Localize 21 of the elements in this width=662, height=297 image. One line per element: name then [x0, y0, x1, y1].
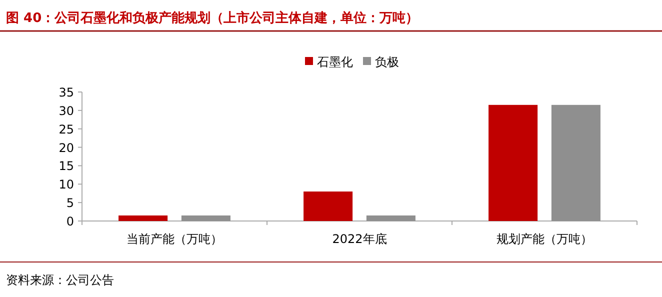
bar [304, 192, 353, 221]
legend-label: 负极 [375, 55, 399, 69]
bar [488, 104, 538, 221]
bar [551, 104, 600, 221]
y-tick-label: 10 [58, 178, 74, 192]
y-tick-label: 0 [66, 214, 74, 228]
x-tick-label: 规划产能（万吨） [496, 232, 592, 246]
y-tick-label: 35 [58, 86, 74, 100]
bar [366, 215, 416, 221]
y-tick-label: 25 [58, 122, 74, 136]
legend-label: 石墨化 [317, 55, 353, 69]
y-tick-label: 15 [58, 159, 74, 174]
y-tick-label: 20 [58, 140, 74, 155]
x-tick-label: 当前产能（万吨） [126, 232, 222, 246]
text: 资料来源：公司公告 [6, 273, 114, 287]
x-tick-label: 2022年底 [332, 232, 387, 246]
bar [181, 215, 230, 221]
title: 图 40：公司石墨化和负极产能规划（上市公司主体自建，单位：万吨） [6, 11, 419, 26]
y-tick-label: 5 [66, 196, 74, 210]
y-tick-label: 30 [58, 104, 74, 118]
bar [118, 215, 168, 221]
